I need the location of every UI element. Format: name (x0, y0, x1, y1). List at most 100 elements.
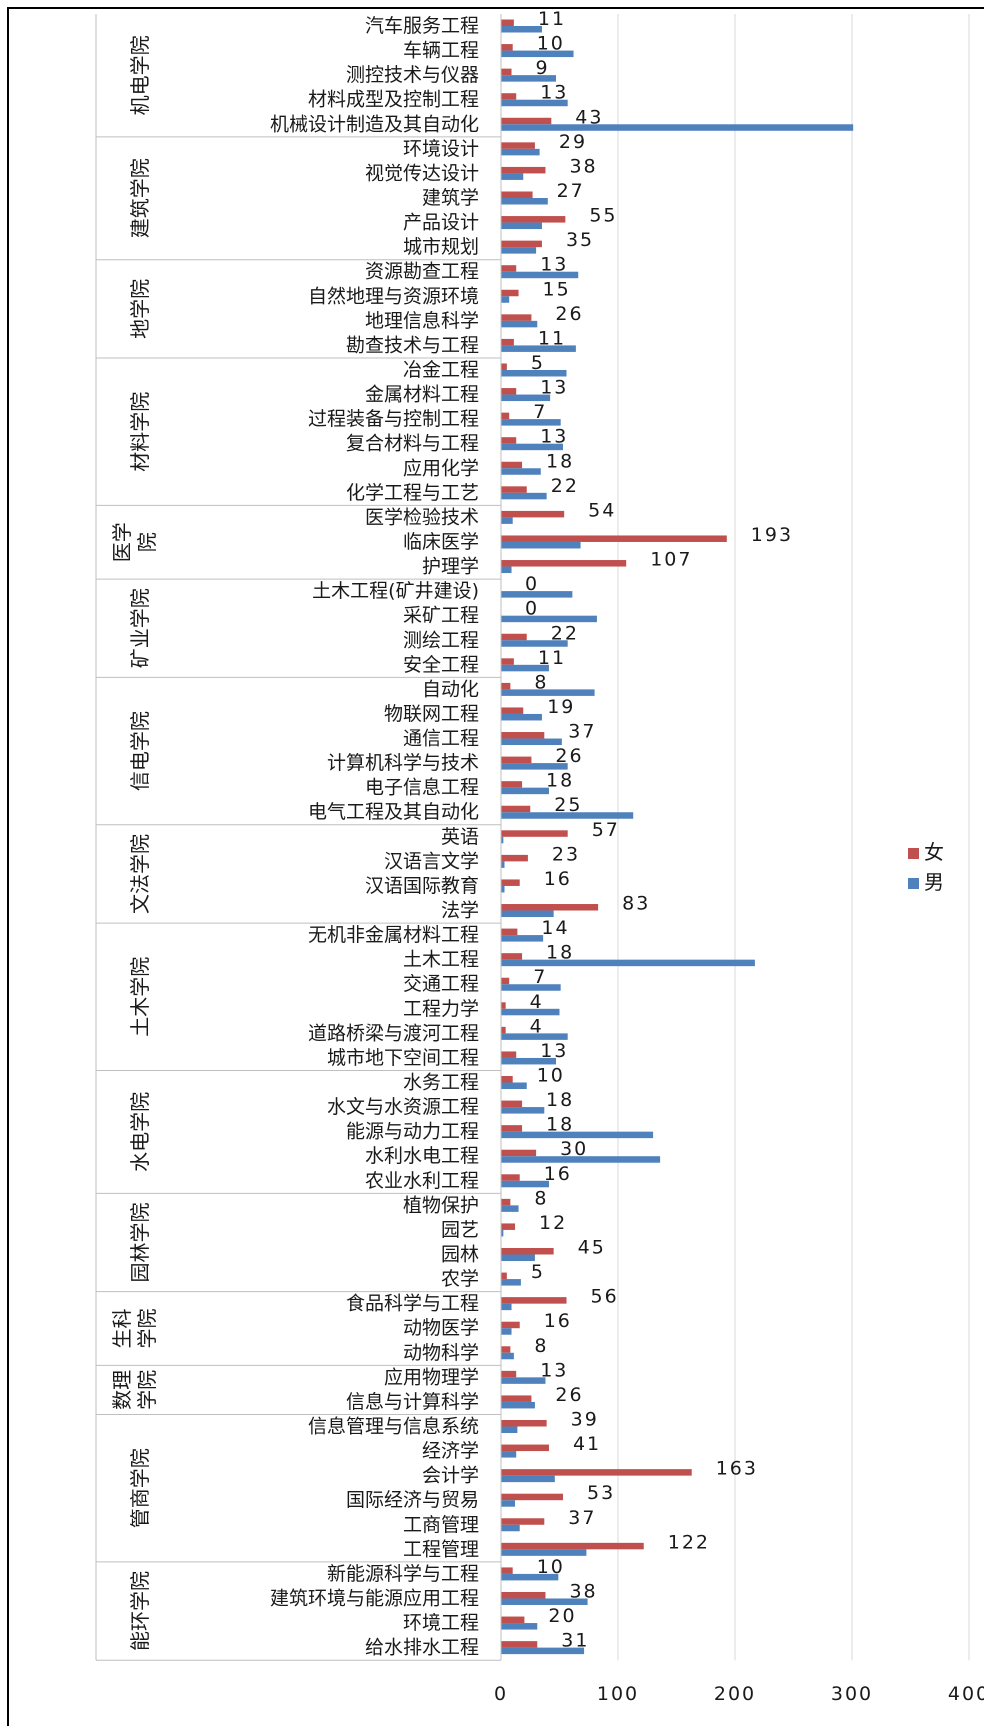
data-label: 13 (540, 82, 568, 104)
legend-label: 女 (924, 840, 944, 864)
bar-male (501, 885, 505, 893)
bar-female (501, 1395, 532, 1402)
bar-female (501, 707, 524, 714)
data-label: 37 (568, 721, 596, 743)
bar-male (501, 1303, 512, 1311)
data-label: 37 (568, 1507, 596, 1529)
bar-male (501, 615, 597, 623)
bar-female (501, 1149, 537, 1157)
bar-male (501, 713, 542, 721)
bar-female (501, 44, 513, 51)
data-label: 13 (540, 1359, 568, 1381)
bar-male (501, 26, 542, 33)
college-label: 院 (135, 532, 159, 552)
chart-frame (7, 7, 984, 1726)
major-label: 电气工程及其自动化 (308, 801, 479, 823)
major-label: 过程装备与控制工程 (308, 408, 479, 430)
bar-female (501, 510, 565, 518)
major-label: 食品科学与工程 (346, 1293, 479, 1315)
bar-female (501, 1469, 692, 1476)
major-label: 汉语言文学 (384, 850, 479, 872)
bar-female (501, 1346, 511, 1353)
college-label: 园林学院 (128, 1203, 152, 1283)
major-label: 应用化学 (403, 457, 479, 479)
college-label: 能环学院 (128, 1571, 152, 1651)
major-label: 化学工程与工艺 (346, 482, 479, 504)
major-label: 金属材料工程 (365, 384, 479, 406)
bar-female (501, 756, 532, 764)
college-label: 材料学院 (128, 392, 152, 472)
data-label: 18 (546, 1089, 574, 1111)
bar-female (501, 854, 528, 862)
major-label: 材料成型及控制工程 (308, 89, 479, 111)
major-label: 安全工程 (403, 654, 479, 676)
major-label: 临床医学 (403, 531, 479, 553)
bar-female (501, 1125, 523, 1132)
bar-female (501, 1076, 513, 1083)
bar-male (501, 394, 551, 402)
data-label: 0 (525, 598, 539, 620)
bar-male (501, 247, 537, 254)
major-label: 工商管理 (403, 1514, 479, 1536)
bar-female (501, 732, 545, 739)
data-label: 57 (592, 819, 620, 841)
bar-male (501, 1500, 516, 1507)
major-label: 勘查技术与工程 (346, 334, 479, 356)
bar-female (501, 1174, 520, 1181)
major-label: 采矿工程 (403, 605, 479, 627)
major-label: 汉语国际教育 (365, 875, 479, 897)
data-label: 38 (569, 155, 597, 177)
data-label: 18 (546, 450, 574, 472)
data-label: 163 (716, 1458, 758, 1480)
data-label: 107 (650, 549, 692, 571)
major-label: 农业水利工程 (365, 1170, 479, 1192)
bar-male (501, 1598, 588, 1605)
bar-male (501, 640, 568, 647)
data-label: 26 (555, 1384, 583, 1406)
major-label: 土木工程 (403, 949, 479, 971)
bar-female (501, 1026, 506, 1034)
bar-male (501, 1156, 661, 1163)
bar-male (501, 1352, 514, 1360)
major-label: 水利水电工程 (365, 1145, 479, 1167)
data-label: 15 (543, 278, 571, 300)
college-label: 地学院 (128, 279, 152, 339)
bar-female (501, 1051, 517, 1058)
bar-male (501, 443, 564, 451)
data-label: 13 (540, 254, 568, 276)
bar-female (501, 388, 517, 395)
bar-male (501, 345, 576, 352)
major-label: 产品设计 (403, 212, 479, 234)
x-tick-label: 100 (597, 1683, 639, 1705)
data-label: 22 (551, 475, 579, 497)
data-label: 38 (569, 1580, 597, 1602)
bar-female (501, 289, 519, 297)
bar-male (501, 984, 561, 991)
major-label: 复合材料与工程 (346, 433, 479, 455)
major-label: 机械设计制造及其自动化 (270, 113, 479, 135)
major-label: 水文与水资源工程 (327, 1096, 479, 1118)
major-label: 园艺 (441, 1219, 479, 1241)
data-label: 41 (573, 1433, 601, 1455)
x-tick-label: 200 (714, 1683, 756, 1705)
bar-male (501, 1549, 587, 1556)
bar-female (501, 437, 517, 444)
data-label: 43 (575, 106, 603, 128)
data-label: 13 (540, 1040, 568, 1062)
bar-female (501, 240, 542, 248)
bar-female (501, 314, 532, 321)
bar-male (501, 1082, 527, 1090)
bar-female (501, 1223, 516, 1230)
college-label: 学院 (135, 1370, 159, 1410)
bar-female (501, 1248, 554, 1255)
bar-female (501, 1198, 511, 1206)
data-label: 53 (587, 1482, 615, 1504)
major-label: 环境工程 (403, 1612, 479, 1634)
data-label: 4 (530, 991, 544, 1013)
bar-male (501, 1475, 555, 1483)
data-label: 54 (588, 499, 616, 521)
bar-female (501, 363, 507, 370)
college-label: 管商学院 (128, 1448, 152, 1528)
major-label: 动物科学 (403, 1342, 479, 1364)
